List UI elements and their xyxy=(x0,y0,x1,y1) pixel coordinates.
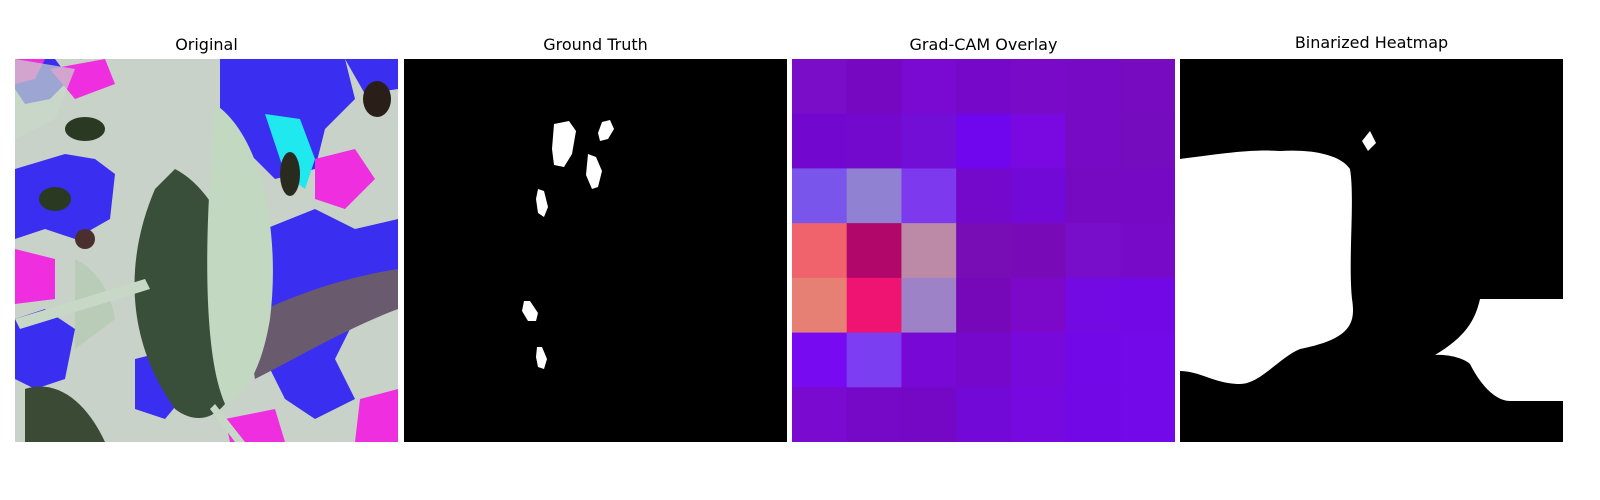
gradcam-cell xyxy=(1010,168,1067,224)
gradcam-cell xyxy=(792,387,848,442)
gradcam-cell xyxy=(792,223,848,279)
gradcam-cell xyxy=(792,168,848,224)
gradcam-cell xyxy=(1065,223,1121,279)
gradcam-cell xyxy=(1065,59,1121,115)
gradcam-cell xyxy=(956,168,1012,224)
gradcam-cell xyxy=(956,277,1012,334)
gradcam-cell xyxy=(1065,168,1121,224)
gradcam-cell xyxy=(956,59,1012,115)
gradcam-cell xyxy=(956,332,1012,388)
gradcam-cell xyxy=(901,332,957,388)
gradcam-cell xyxy=(901,59,957,115)
gradcam-cell xyxy=(1065,277,1121,334)
gradcam-cell xyxy=(1010,113,1067,170)
gradcam-cell xyxy=(1010,223,1067,279)
gradcam-cell xyxy=(846,332,903,388)
panel-binarized-heatmap: Binarized Heatmap IoU: 0.01 xyxy=(1180,0,1563,500)
gradcam-cell xyxy=(1120,113,1175,170)
gradcam-cell xyxy=(846,223,903,279)
gradcam-cell xyxy=(846,387,903,442)
gradcam-cell xyxy=(792,277,848,334)
binarized-heatmap-mask xyxy=(1180,59,1563,442)
gradcam-cell xyxy=(846,113,903,170)
gradcam-overlay-image xyxy=(792,59,1175,442)
gradcam-cell xyxy=(901,277,957,334)
gradcam-cell xyxy=(956,113,1012,170)
panel-title-ground-truth: Ground Truth xyxy=(543,35,648,54)
gradcam-cell xyxy=(956,223,1012,279)
gradcam-cell xyxy=(1120,332,1175,388)
gradcam-cell xyxy=(1010,277,1067,334)
gradcam-cell xyxy=(901,113,957,170)
gradcam-cell xyxy=(1120,223,1175,279)
panel-ground-truth: Ground Truth xyxy=(404,0,787,500)
gradcam-cell xyxy=(1120,387,1175,442)
gradcam-cell xyxy=(1065,332,1121,388)
panel-original: Original xyxy=(15,0,398,500)
gradcam-cell xyxy=(1065,113,1121,170)
gradcam-cell xyxy=(1120,168,1175,224)
gradcam-cell xyxy=(846,168,903,224)
binarized-heatmap-title: Binarized Heatmap xyxy=(1294,33,1449,52)
panel-title-gradcam-overlay: Grad-CAM Overlay xyxy=(909,35,1058,54)
ground-truth-mask xyxy=(404,59,787,442)
gradcam-cell xyxy=(901,223,957,279)
gradcam-cell xyxy=(1120,277,1175,334)
gradcam-cell xyxy=(846,277,903,334)
gradcam-cell xyxy=(1010,59,1067,115)
panel-gradcam-overlay: Grad-CAM Overlay xyxy=(792,0,1175,500)
gradcam-cell xyxy=(1120,59,1175,115)
gradcam-cell xyxy=(901,387,957,442)
original-image xyxy=(15,59,398,442)
gradcam-cell xyxy=(792,332,848,388)
gradcam-cell xyxy=(1065,387,1121,442)
panel-title-original: Original xyxy=(175,35,238,54)
gradcam-cell xyxy=(956,387,1012,442)
gradcam-cell xyxy=(846,59,903,115)
gradcam-cell xyxy=(792,59,848,115)
gradcam-cell xyxy=(1010,387,1067,442)
gradcam-cell xyxy=(1010,332,1067,388)
gradcam-cell xyxy=(792,113,848,170)
gradcam-cell xyxy=(901,168,957,224)
